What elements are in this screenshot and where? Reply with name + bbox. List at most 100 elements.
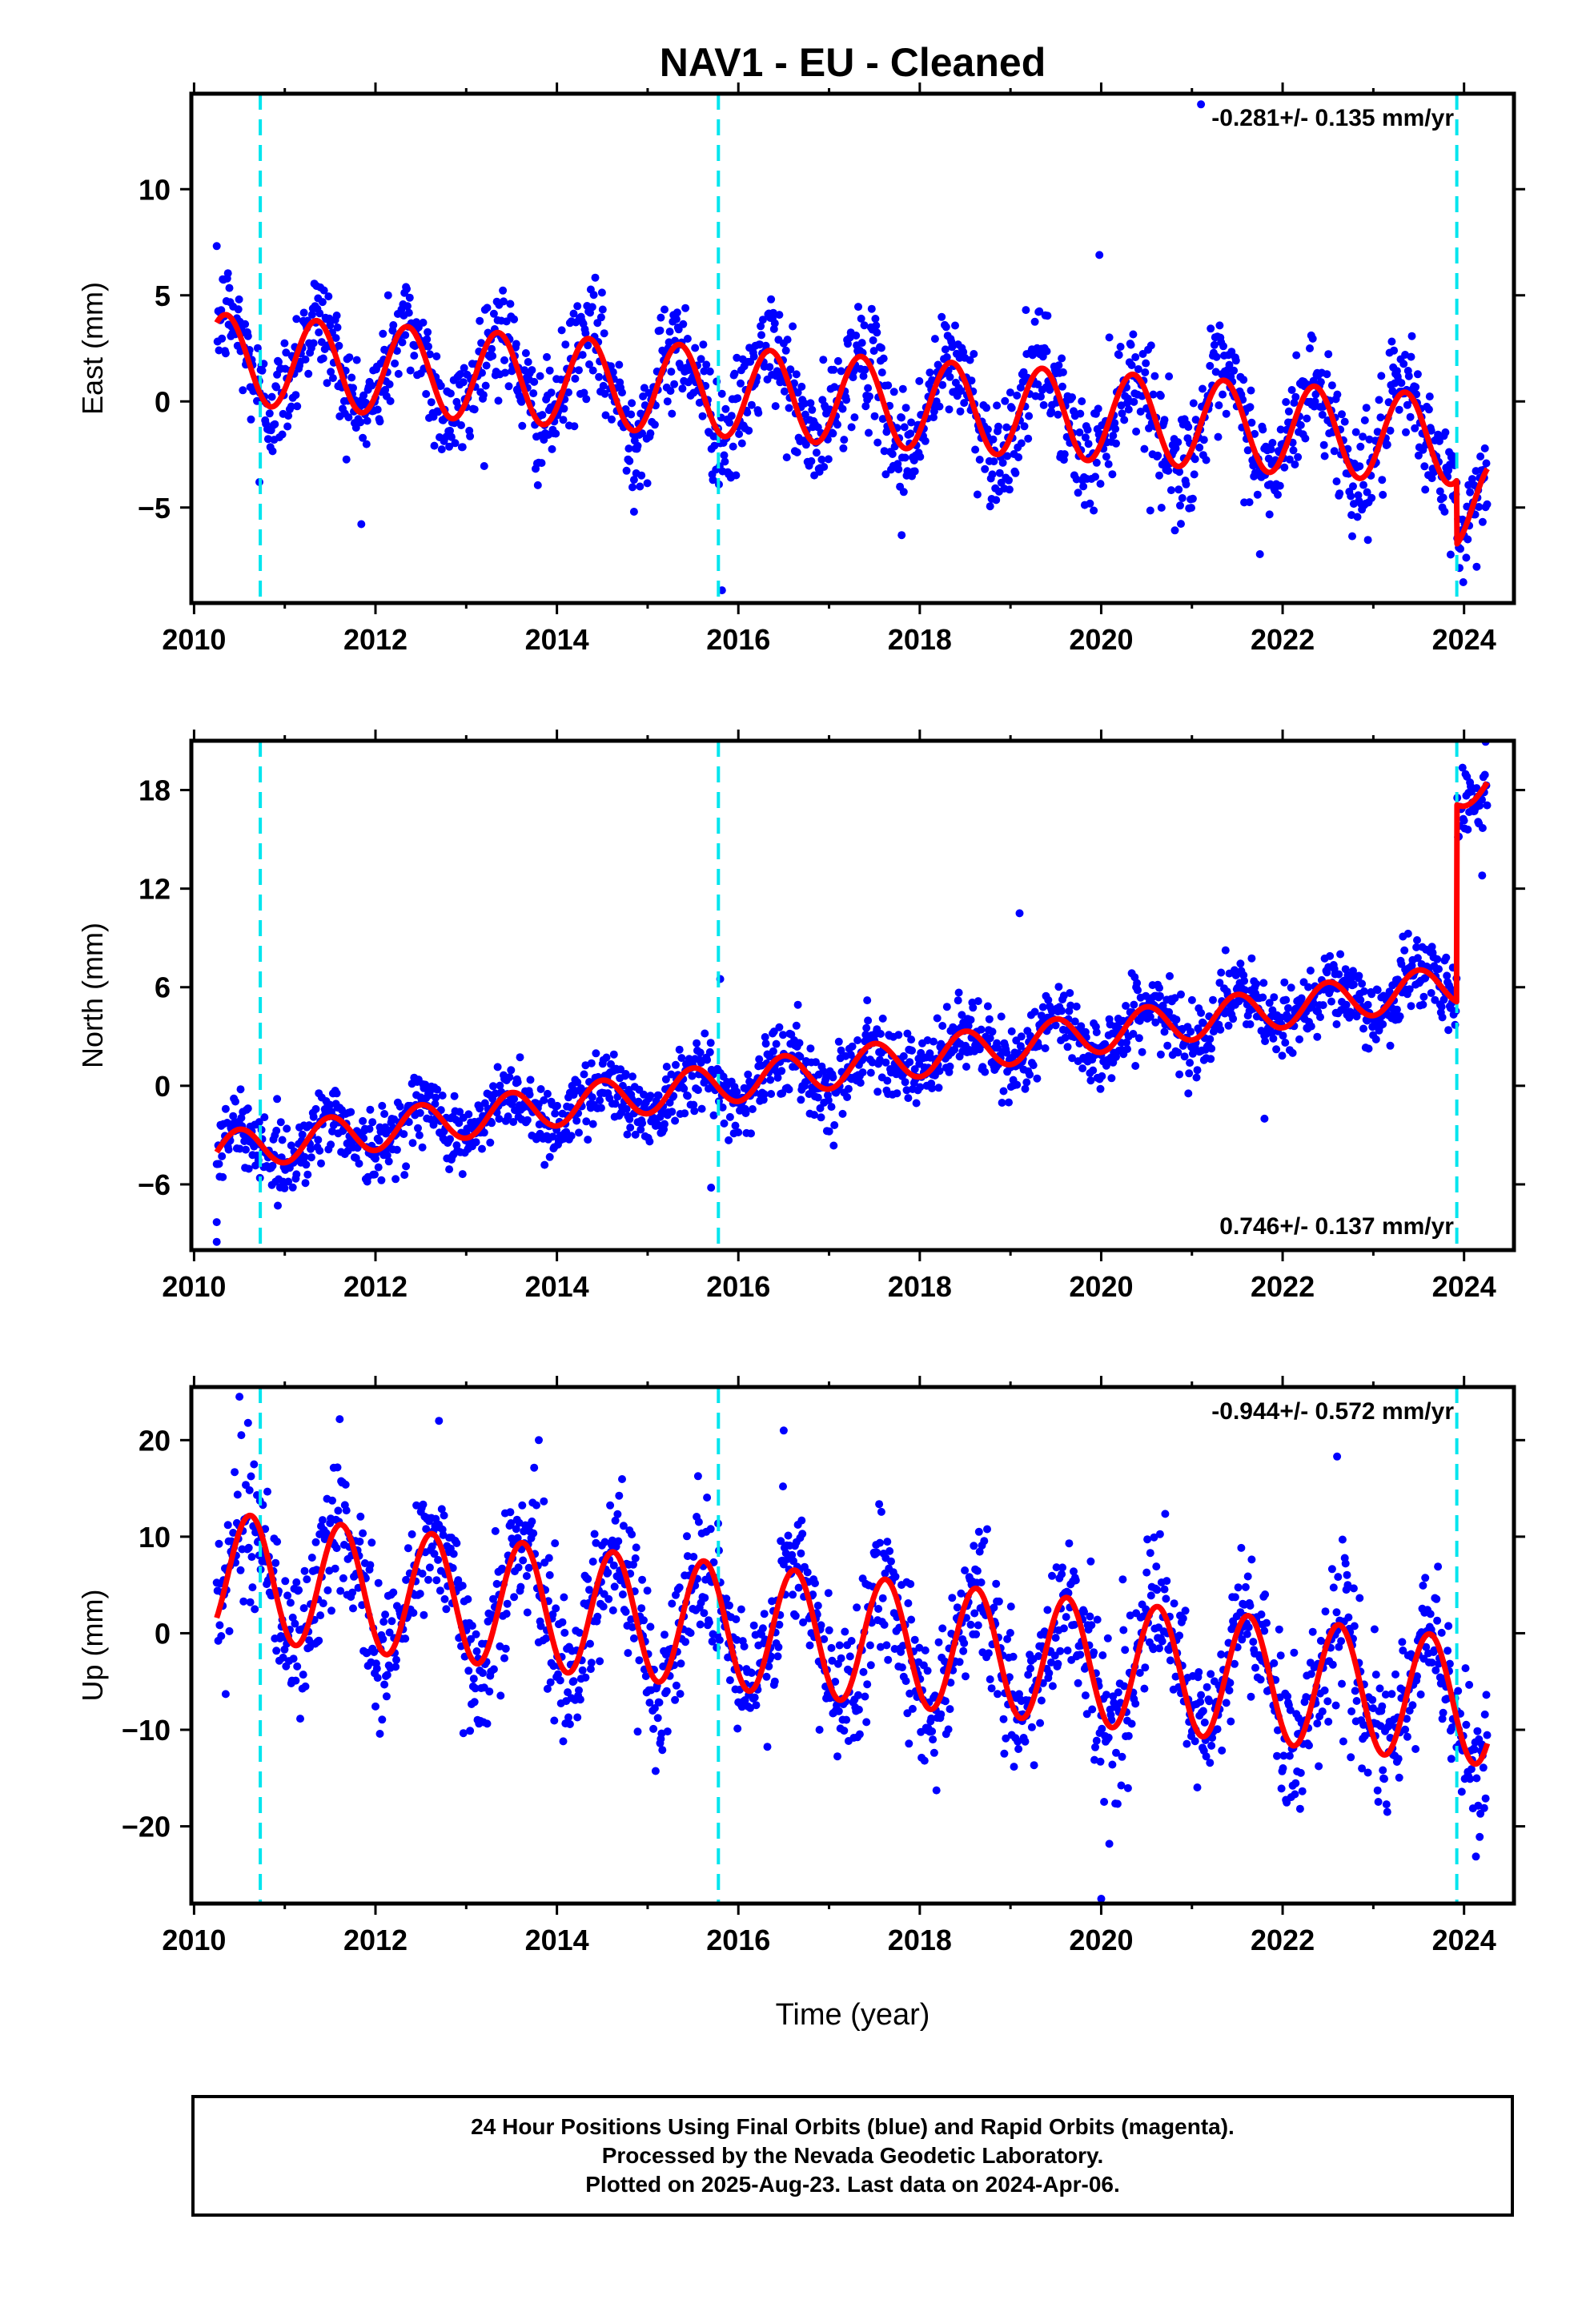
data-point: [1130, 1000, 1138, 1009]
data-point: [1098, 1724, 1106, 1733]
data-point: [1105, 333, 1114, 342]
data-point: [592, 1049, 600, 1058]
data-point: [757, 322, 765, 331]
data-point: [422, 390, 431, 398]
data-point: [995, 468, 1004, 477]
data-point: [948, 1594, 957, 1602]
data-point: [1001, 396, 1010, 405]
data-point: [1026, 1664, 1034, 1673]
data-point: [1466, 488, 1475, 497]
data-point: [1358, 979, 1367, 988]
data-point: [1108, 470, 1117, 479]
data-point: [938, 380, 947, 389]
data-point: [561, 340, 570, 349]
data-point: [1259, 425, 1267, 434]
data-point: [1427, 989, 1435, 997]
data-point: [793, 388, 802, 397]
data-point: [865, 428, 873, 437]
data-point: [1127, 1719, 1136, 1728]
data-point: [627, 410, 636, 419]
data-point: [1261, 1037, 1270, 1046]
data-point: [999, 1087, 1008, 1096]
data-point: [801, 399, 809, 408]
data-point: [1079, 482, 1088, 491]
data-point: [1058, 1007, 1066, 1015]
data-point: [758, 1624, 767, 1633]
data-point: [466, 432, 475, 440]
data-point: [548, 1132, 557, 1141]
data-point: [1172, 1015, 1181, 1024]
data-point: [749, 352, 758, 361]
data-point: [668, 1108, 677, 1116]
data-point: [1291, 392, 1300, 401]
data-point: [398, 338, 407, 347]
data-point: [1427, 474, 1436, 483]
data-point: [324, 292, 333, 301]
data-point: [1295, 1035, 1303, 1043]
data-point: [1251, 1663, 1259, 1672]
data-point: [507, 1066, 516, 1075]
data-point: [689, 1100, 698, 1109]
data-point: [890, 442, 899, 451]
data-point: [1199, 384, 1207, 393]
data-point: [314, 1136, 323, 1144]
data-point: [237, 1431, 246, 1440]
data-point: [225, 283, 234, 292]
data-point: [348, 1588, 357, 1597]
data-point: [946, 1705, 954, 1714]
data-point: [278, 430, 287, 439]
data-point: [1359, 1024, 1367, 1033]
data-point: [839, 444, 848, 452]
data-point: [1007, 1027, 1016, 1035]
data-point: [701, 1594, 709, 1602]
y-tick-label: 0: [155, 1070, 171, 1103]
data-point: [1146, 341, 1155, 350]
data-point: [1041, 1044, 1050, 1052]
data-point: [423, 335, 432, 344]
data-point: [912, 1099, 921, 1108]
data-point: [1399, 360, 1408, 368]
data-point: [341, 1480, 350, 1489]
data-point: [1150, 372, 1159, 380]
data-point: [1103, 1634, 1112, 1642]
data-point: [1029, 1061, 1038, 1070]
data-point: [400, 1171, 409, 1180]
data-point: [1104, 1733, 1113, 1742]
data-point: [335, 341, 343, 350]
data-point: [986, 1034, 994, 1043]
data-point: [524, 358, 532, 366]
data-point: [546, 1678, 555, 1687]
data-point: [576, 1695, 584, 1704]
data-point: [706, 1039, 715, 1047]
data-point: [1440, 507, 1449, 516]
data-point: [374, 1578, 383, 1587]
data-point: [983, 1002, 992, 1011]
data-point: [580, 1070, 588, 1079]
data-point: [649, 1724, 658, 1733]
data-point: [829, 1141, 838, 1150]
data-point: [589, 291, 598, 300]
data-point: [1076, 1651, 1085, 1659]
data-point: [1026, 1070, 1034, 1079]
data-point: [581, 1673, 590, 1682]
x-tick-label: 2022: [1251, 1270, 1315, 1303]
data-point: [604, 1594, 613, 1603]
data-point: [544, 1554, 553, 1562]
data-point: [1439, 995, 1448, 1004]
data-point: [440, 1511, 448, 1520]
data-point: [656, 313, 665, 322]
data-point: [1163, 1041, 1172, 1050]
data-point: [1319, 1001, 1327, 1010]
data-point: [573, 302, 582, 311]
data-point: [533, 480, 542, 489]
data-point: [1165, 372, 1174, 380]
data-point: [273, 1095, 282, 1104]
data-point: [1284, 407, 1293, 416]
data-point: [1291, 460, 1299, 468]
data-point: [1186, 1059, 1195, 1068]
data-point: [1202, 456, 1211, 464]
data-point: [424, 328, 432, 336]
data-point: [1412, 943, 1421, 951]
data-point: [1123, 394, 1132, 403]
data-point: [472, 1138, 480, 1147]
